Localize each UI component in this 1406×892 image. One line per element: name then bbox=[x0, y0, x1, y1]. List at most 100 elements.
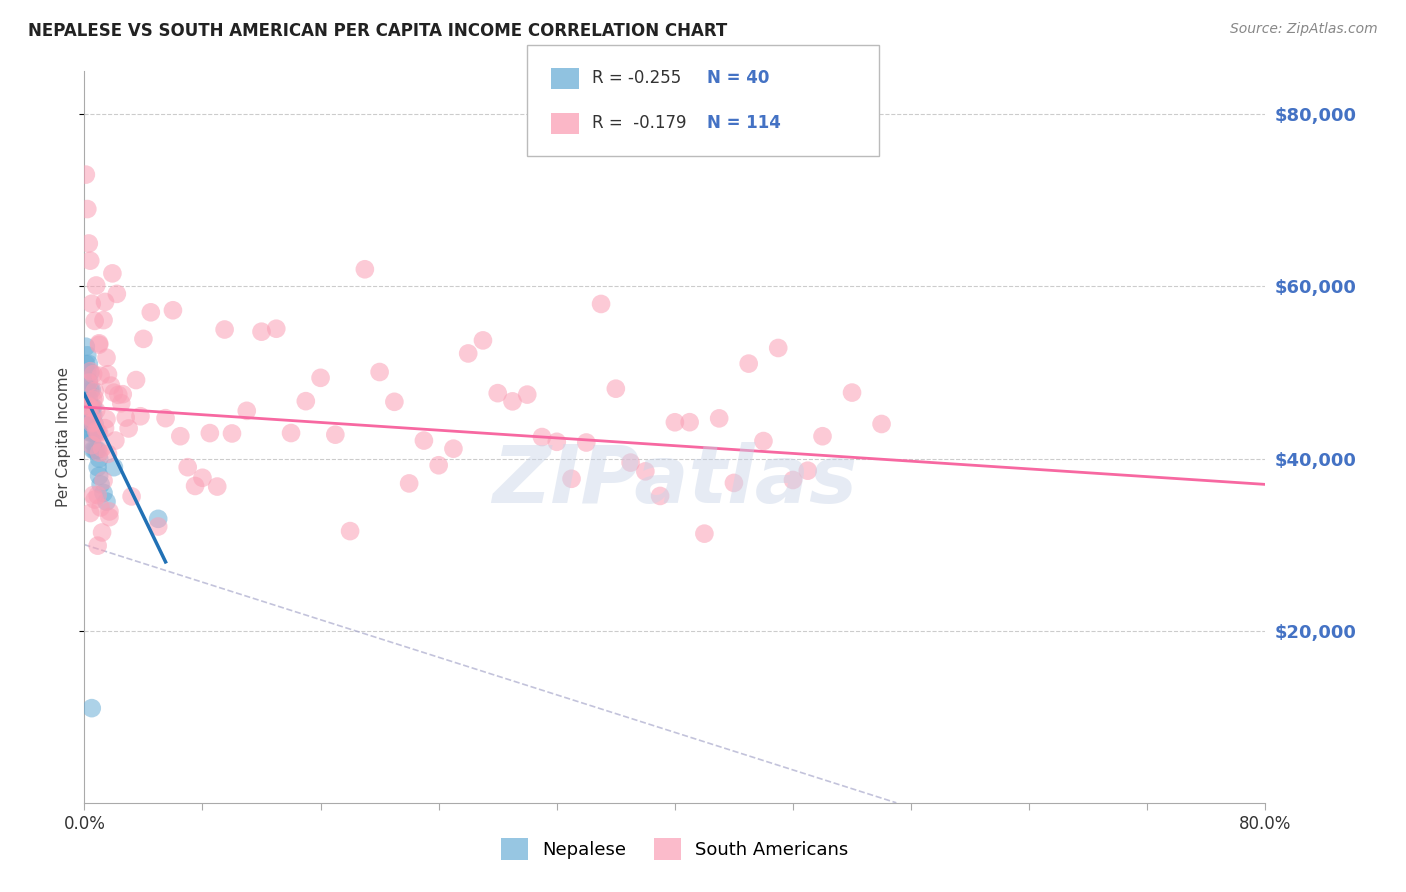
Point bbox=[114, 410, 136, 425]
Point bbox=[82, 415, 104, 429]
Point bbox=[169, 429, 191, 443]
Point bbox=[82, 488, 104, 502]
Point bbox=[309, 371, 332, 385]
Point bbox=[561, 472, 583, 486]
Point bbox=[82, 393, 104, 408]
Point bbox=[221, 426, 243, 441]
Point bbox=[80, 400, 103, 414]
Point bbox=[83, 492, 105, 507]
Point bbox=[295, 394, 318, 409]
Point bbox=[77, 392, 100, 406]
Point bbox=[250, 325, 273, 339]
Point bbox=[80, 409, 103, 423]
Point bbox=[723, 475, 745, 490]
Point bbox=[83, 392, 105, 406]
Point bbox=[110, 396, 132, 410]
Point bbox=[91, 525, 114, 540]
Text: NEPALESE VS SOUTH AMERICAN PER CAPITA INCOME CORRELATION CHART: NEPALESE VS SOUTH AMERICAN PER CAPITA IN… bbox=[28, 22, 727, 40]
Point bbox=[77, 417, 100, 432]
Point bbox=[86, 539, 108, 553]
Point bbox=[84, 442, 107, 457]
Point bbox=[79, 383, 101, 397]
Point bbox=[91, 441, 114, 455]
Point bbox=[782, 473, 804, 487]
Point bbox=[82, 425, 104, 440]
Text: ZIPatlas: ZIPatlas bbox=[492, 442, 858, 520]
Point bbox=[382, 394, 406, 409]
Point bbox=[79, 425, 101, 440]
Point bbox=[93, 486, 115, 500]
Point bbox=[591, 297, 613, 311]
Point bbox=[129, 409, 152, 424]
Point bbox=[87, 337, 111, 351]
Point bbox=[80, 438, 103, 452]
Point bbox=[87, 451, 111, 466]
Point bbox=[325, 427, 347, 442]
Point bbox=[76, 202, 98, 216]
Point bbox=[79, 417, 101, 432]
Point bbox=[87, 445, 111, 459]
Point bbox=[125, 373, 148, 387]
Point bbox=[82, 409, 104, 423]
Point bbox=[207, 479, 229, 493]
Point bbox=[96, 412, 118, 426]
Text: Source: ZipAtlas.com: Source: ZipAtlas.com bbox=[1230, 22, 1378, 37]
Point bbox=[83, 417, 105, 432]
Point bbox=[82, 400, 104, 414]
Point bbox=[86, 442, 108, 457]
Point bbox=[103, 385, 125, 400]
Point bbox=[162, 303, 184, 318]
Point bbox=[76, 383, 98, 397]
Point bbox=[103, 460, 125, 475]
Point bbox=[104, 434, 127, 448]
Text: N = 40: N = 40 bbox=[707, 70, 769, 87]
Point bbox=[605, 382, 627, 396]
Point bbox=[486, 386, 509, 401]
Text: R = -0.255: R = -0.255 bbox=[592, 70, 681, 87]
Point bbox=[80, 296, 103, 310]
Legend: Nepalese, South Americans: Nepalese, South Americans bbox=[494, 830, 856, 867]
Point bbox=[693, 526, 716, 541]
Point bbox=[132, 332, 155, 346]
Point bbox=[80, 425, 103, 440]
Point bbox=[82, 367, 104, 381]
Point bbox=[111, 387, 134, 401]
Point bbox=[214, 322, 236, 336]
Point bbox=[413, 434, 436, 448]
Point bbox=[811, 429, 834, 443]
Point bbox=[634, 464, 657, 478]
Text: R =  -0.179: R = -0.179 bbox=[592, 114, 686, 132]
Point bbox=[80, 701, 103, 715]
Point bbox=[83, 425, 105, 440]
Point bbox=[93, 474, 115, 488]
Point bbox=[368, 365, 391, 379]
Point bbox=[77, 374, 100, 388]
Point bbox=[76, 400, 98, 414]
Point bbox=[280, 425, 302, 440]
Point bbox=[84, 424, 107, 438]
Point bbox=[516, 387, 538, 401]
Point bbox=[80, 410, 103, 425]
Point bbox=[107, 388, 129, 402]
Point bbox=[443, 442, 465, 456]
Point bbox=[427, 458, 450, 473]
Point bbox=[90, 477, 112, 491]
Point bbox=[501, 394, 523, 409]
Point bbox=[77, 409, 100, 423]
Point bbox=[198, 426, 221, 441]
Point bbox=[546, 434, 568, 449]
Point bbox=[768, 341, 790, 355]
Text: N = 114: N = 114 bbox=[707, 114, 782, 132]
Point bbox=[354, 262, 377, 277]
Point bbox=[738, 357, 761, 371]
Point bbox=[75, 357, 97, 371]
Point bbox=[457, 346, 479, 360]
Point bbox=[841, 385, 863, 400]
Point bbox=[86, 488, 108, 502]
Point bbox=[80, 434, 103, 449]
Point bbox=[752, 434, 775, 448]
Point bbox=[76, 398, 98, 412]
Point bbox=[86, 425, 108, 440]
Point bbox=[155, 411, 177, 425]
Point bbox=[84, 278, 107, 293]
